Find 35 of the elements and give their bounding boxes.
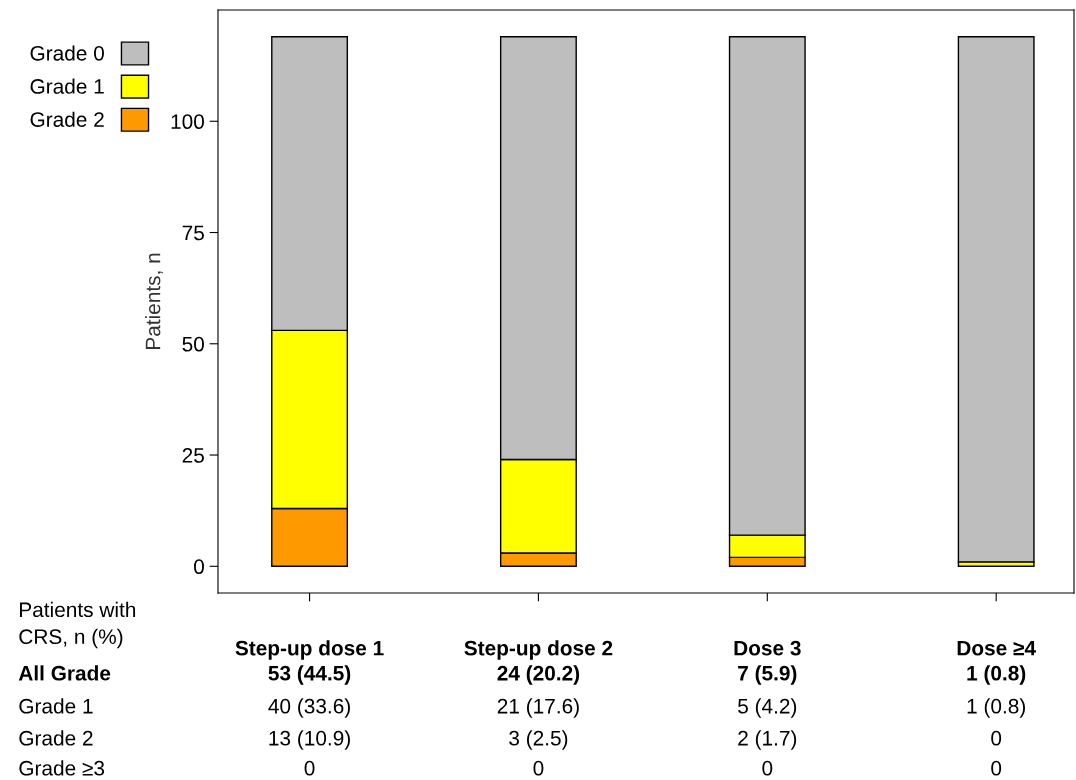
data-label: 40 (33.6) [268, 698, 350, 718]
y-tick-label: 50 [182, 336, 204, 352]
text: Patients with CRS, n (%) [19, 601, 136, 649]
text: 24 (20.2) [497, 665, 580, 685]
data-label: 3 (2.5) [509, 730, 568, 750]
data-label: 2 (1.7) [738, 730, 797, 750]
x-tick-label: Step-up dose 1 [235, 640, 384, 660]
text: 0 [533, 760, 544, 776]
text: 0 [762, 760, 773, 776]
x-tick-label: Step-up dose 2 [464, 640, 613, 660]
data-label: 1 (0.8) [967, 698, 1025, 718]
data-label: 13 (10.9) [269, 730, 350, 750]
text: 0 [304, 760, 315, 776]
y-tick-label: 75 [182, 225, 204, 241]
data-label: 21 (17.6) [497, 698, 579, 718]
text: Grade ≥3 [19, 760, 105, 776]
legend-label: Grade 1 [30, 78, 104, 94]
x-tick-label: Dose ≥4 [957, 640, 1036, 656]
text: Grade 2 [19, 730, 93, 746]
data-label: 5 (4.2) [738, 698, 797, 718]
y-axis-title: Patients, n [145, 253, 163, 350]
text: 7 (5.9) [738, 665, 797, 685]
y-tick-label: 100 [171, 114, 204, 130]
text: Grade 1 [19, 698, 93, 714]
y-tick-label: 25 [182, 448, 204, 463]
data-label: 0 [991, 730, 1002, 746]
text: All Grade [18, 665, 111, 681]
y-tick-label: 0 [194, 559, 204, 575]
x-tick-label: Dose 3 [734, 640, 801, 656]
text: 0 [991, 760, 1002, 776]
legend-label: Grade 2 [30, 111, 104, 127]
bar [957, 36, 1035, 563]
text: 1 (0.8) [967, 665, 1026, 685]
legend-label: Grade 0 [30, 45, 104, 61]
text: 53 (44.5) [268, 665, 351, 685]
